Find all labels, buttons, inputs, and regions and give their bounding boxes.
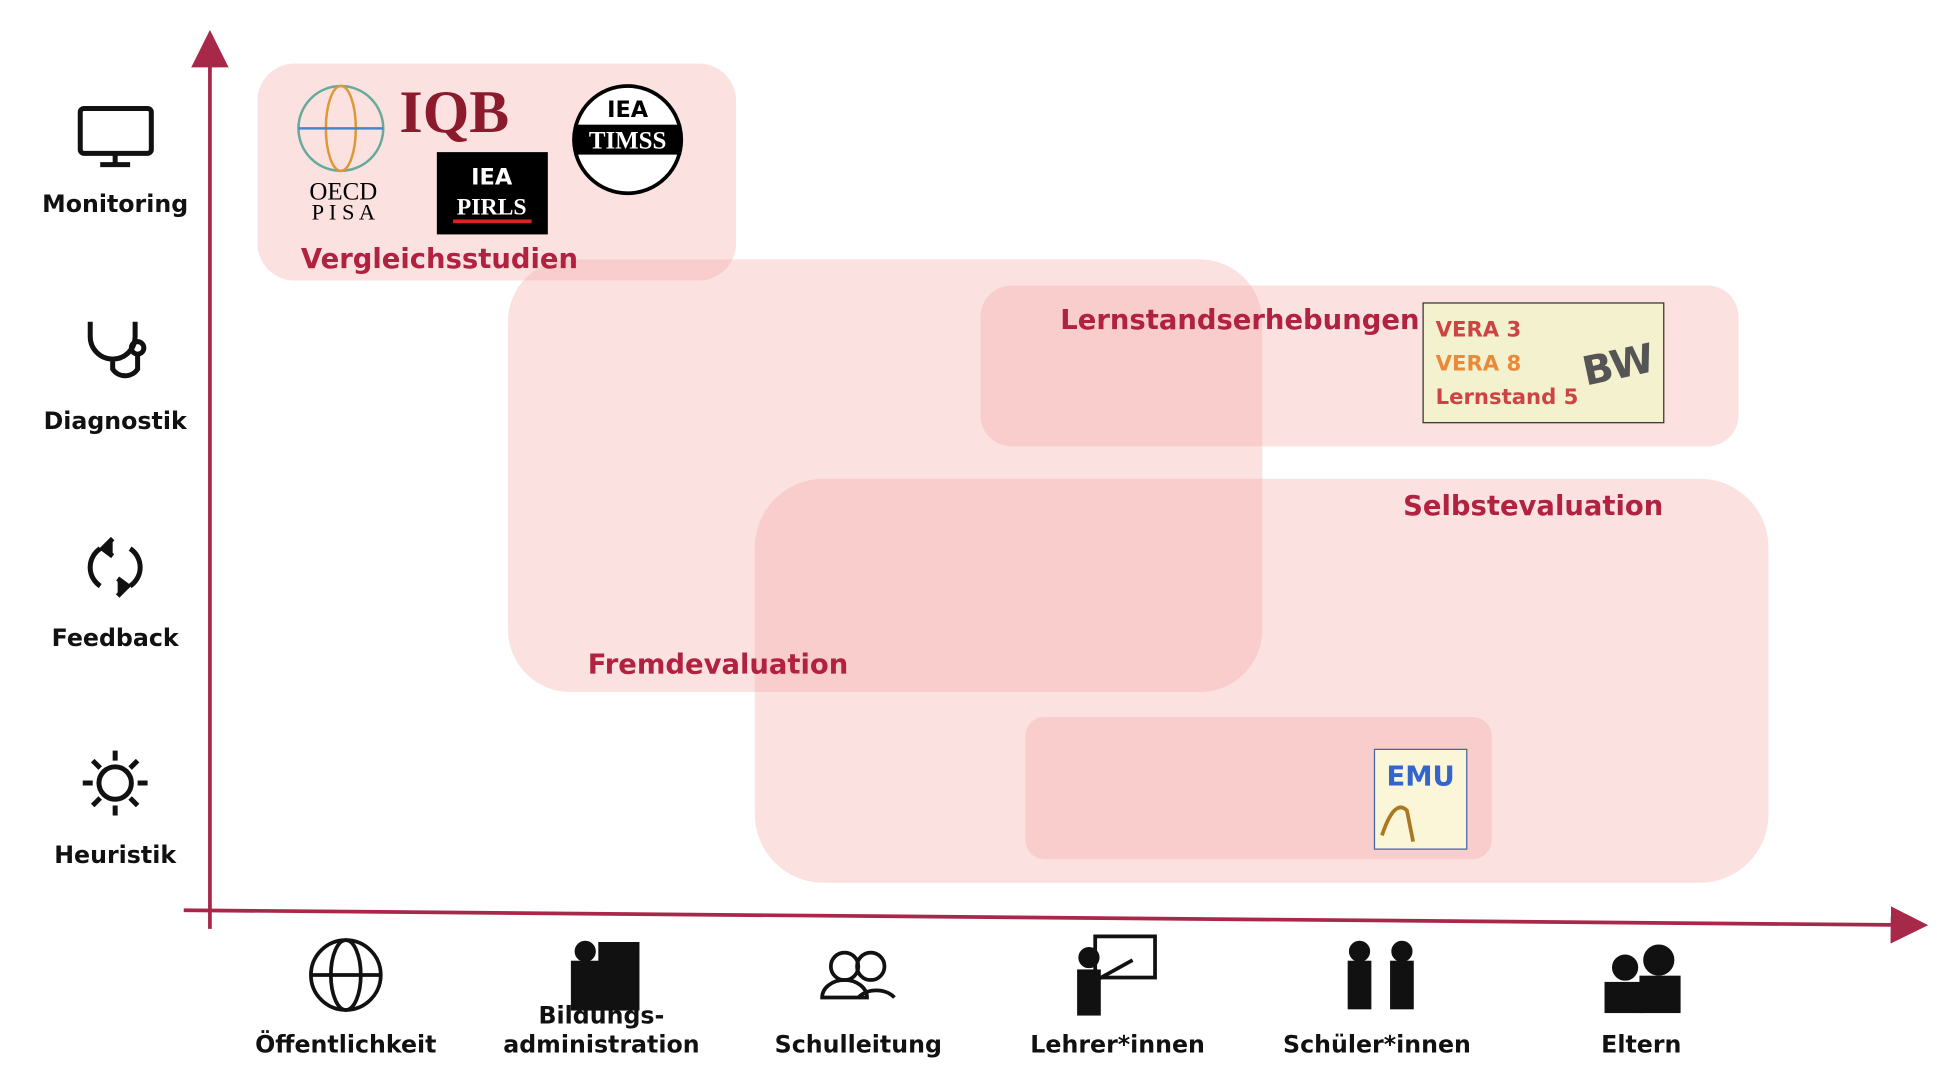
region-label: Selbstevaluation	[1403, 491, 1663, 522]
x-axis	[183, 906, 1929, 944]
logo-text: IEA	[471, 165, 513, 191]
iqb-logo: IQB	[399, 79, 509, 145]
region-label: Fremdevaluation	[588, 649, 849, 680]
region-label: Vergleichsstudien	[301, 244, 578, 275]
logo-text: EMU	[1386, 762, 1454, 793]
x-icons	[309, 934, 1681, 1016]
x-axis-label: Schulleitung	[775, 1030, 942, 1058]
x-axis-label: Schüler*innen	[1283, 1030, 1471, 1058]
logo-text: TIMSS	[589, 127, 667, 154]
logo-text: OECD	[309, 178, 377, 205]
region-label: Lernstandserhebungen	[1060, 305, 1419, 336]
oecd-pisa-logo: OECD P I S A	[297, 84, 385, 224]
x-axis-label: administration	[503, 1030, 699, 1058]
region-box	[507, 259, 1263, 693]
logo-text: Lernstand 5	[1436, 384, 1579, 409]
logo-text: IEA	[607, 97, 649, 123]
y-axis-label: Diagnostik	[44, 407, 188, 435]
logo-text: P I S A	[312, 199, 376, 224]
regions	[257, 63, 1769, 883]
logo-text: VERA 3	[1436, 317, 1522, 342]
emu-logo: EMU	[1373, 748, 1468, 850]
vera-logo: VERA 3 VERA 8 Lernstand 5 BW	[1422, 302, 1665, 424]
region-box	[754, 478, 1769, 883]
logo-text: VERA 8	[1436, 350, 1522, 375]
x-axis-label: Lehrer*innen	[1030, 1030, 1205, 1058]
pirls-logo: IEA PIRLS	[436, 152, 548, 235]
x-axis-label: Eltern	[1601, 1030, 1681, 1058]
x-axis-label: Bildungs-	[538, 1002, 664, 1030]
y-axis-label: Feedback	[52, 624, 180, 652]
timss-logo: IEA TIMSS	[572, 84, 684, 196]
y-axis-label: Heuristik	[54, 841, 177, 869]
logo-text: PIRLS	[457, 194, 527, 220]
y-icons	[77, 105, 154, 816]
y-axis-label: Monitoring	[42, 190, 188, 218]
x-axis-label: Öffentlichkeit	[255, 1030, 436, 1058]
